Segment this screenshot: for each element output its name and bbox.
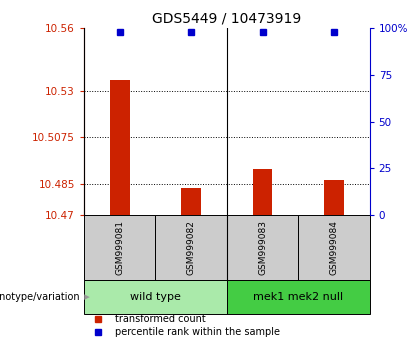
- Text: GSM999083: GSM999083: [258, 220, 267, 275]
- Bar: [155, 215, 227, 280]
- Bar: [298, 215, 370, 280]
- Text: GSM999082: GSM999082: [186, 220, 196, 275]
- Title: GDS5449 / 10473919: GDS5449 / 10473919: [152, 12, 302, 26]
- Bar: [181, 188, 201, 215]
- Bar: [227, 215, 298, 280]
- Text: mek1 mek2 null: mek1 mek2 null: [253, 292, 343, 302]
- Bar: [252, 169, 273, 215]
- Text: GSM999081: GSM999081: [115, 220, 124, 275]
- Bar: [227, 280, 370, 314]
- Text: transformed count: transformed count: [116, 314, 206, 324]
- Text: percentile rank within the sample: percentile rank within the sample: [116, 327, 281, 337]
- Text: genotype/variation: genotype/variation: [0, 292, 81, 302]
- Bar: [324, 180, 344, 215]
- Bar: [84, 280, 227, 314]
- Bar: [110, 80, 130, 215]
- Bar: [84, 215, 155, 280]
- Text: wild type: wild type: [130, 292, 181, 302]
- Text: GSM999084: GSM999084: [329, 220, 339, 275]
